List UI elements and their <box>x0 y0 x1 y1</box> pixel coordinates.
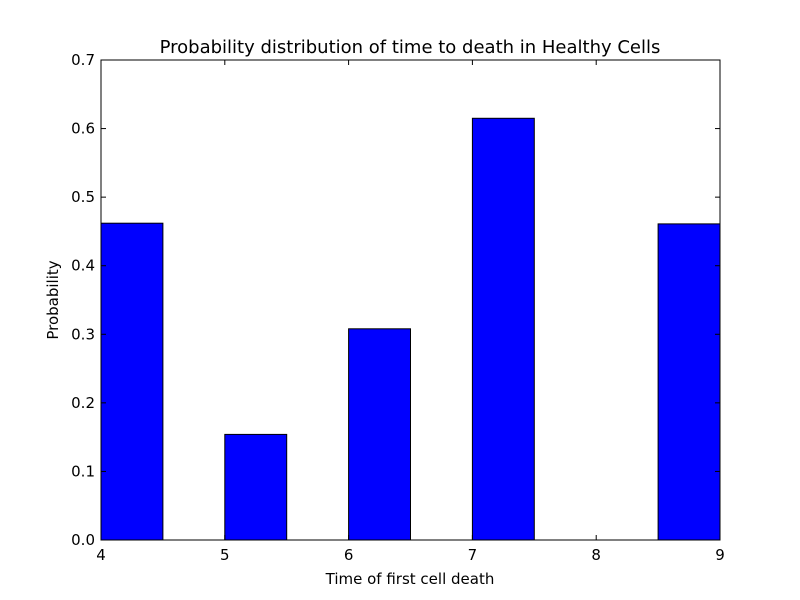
x-tick-label-4: 8 <box>591 546 601 564</box>
y-tick-label-3: 0.3 <box>71 325 95 343</box>
x-tick-label-3: 7 <box>468 546 478 564</box>
y-tick-label-4: 0.4 <box>71 257 95 275</box>
bar-0 <box>100 222 164 541</box>
x-tick-label-1: 5 <box>220 546 230 564</box>
y-tick-label-0: 0.0 <box>71 531 95 549</box>
x-tick-label-2: 6 <box>344 546 354 564</box>
bar-1 <box>224 433 288 541</box>
bar-2 <box>348 328 412 541</box>
y-axis-label: Probability <box>44 260 62 339</box>
bar-4 <box>657 223 721 541</box>
x-tick-label-0: 4 <box>96 546 106 564</box>
plot-frame <box>100 59 721 541</box>
y-tick-label-2: 0.2 <box>71 394 95 412</box>
chart-title: Probability distribution of time to deat… <box>160 37 661 58</box>
x-axis-label: Time of first cell death <box>325 570 495 588</box>
x-tick-label-5: 9 <box>715 546 725 564</box>
bar-3 <box>471 117 535 541</box>
y-tick-label-6: 0.6 <box>71 120 95 138</box>
y-tick-label-7: 0.7 <box>71 51 95 69</box>
y-tick-label-5: 0.5 <box>71 188 95 206</box>
bars-layer <box>100 117 721 541</box>
y-tick-label-1: 0.1 <box>71 462 95 480</box>
ticks-layer: 4 5 6 7 8 9 0.0 0.1 0.2 0.3 0.4 0.5 0.6 0.7 <box>71 51 725 564</box>
